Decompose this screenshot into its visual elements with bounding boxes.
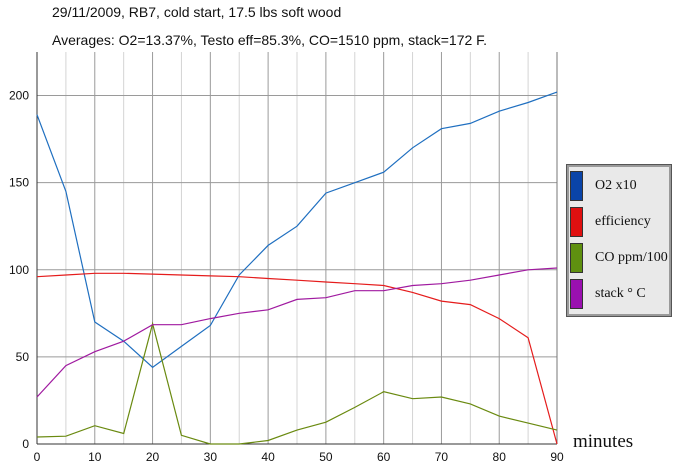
chart-title-line-1: 29/11/2009, RB7, cold start, 17.5 lbs so… xyxy=(52,4,342,20)
x-tick-label: 70 xyxy=(435,450,449,464)
legend-item-co: CO ppm/100 xyxy=(570,241,668,275)
x-tick-label: 30 xyxy=(204,450,218,464)
legend-swatch-co xyxy=(570,243,583,273)
y-tick-label: 100 xyxy=(9,263,29,277)
x-tick-label: 60 xyxy=(377,450,391,464)
x-tick-label: 90 xyxy=(550,450,564,464)
x-tick-label: 20 xyxy=(146,450,160,464)
legend-item-stack: stack ° C xyxy=(570,277,646,311)
y-tick-label: 0 xyxy=(22,437,29,451)
legend-label-co: CO ppm/100 xyxy=(595,250,668,265)
x-tick-label: 80 xyxy=(493,450,507,464)
series-line-efficiency xyxy=(36,272,558,445)
x-axis-label: minutes xyxy=(573,431,634,452)
legend-swatch-efficiency xyxy=(570,207,583,237)
x-tick-label: 10 xyxy=(88,450,102,464)
legend-item-o2: O2 x10 xyxy=(570,169,637,203)
chart-legend: O2 x10 efficiency CO ppm/100 stack ° C xyxy=(566,164,672,317)
legend-label-efficiency: efficiency xyxy=(595,214,651,229)
series-line-co xyxy=(36,321,558,445)
legend-item-efficiency: efficiency xyxy=(570,205,651,239)
series-line-stack xyxy=(36,267,558,398)
x-tick-label: 50 xyxy=(319,450,333,464)
x-tick-label: 40 xyxy=(261,450,275,464)
y-tick-label: 200 xyxy=(9,89,29,103)
y-tick-label: 50 xyxy=(16,350,30,364)
legend-label-o2: O2 x10 xyxy=(595,178,637,193)
legend-label-stack: stack ° C xyxy=(595,286,646,301)
chart-title-line-2: Averages: O2=13.37%, Testo eff=85.3%, CO… xyxy=(52,32,488,48)
y-tick-label: 150 xyxy=(9,176,29,190)
legend-swatch-stack xyxy=(570,279,583,309)
legend-swatch-o2 xyxy=(570,171,583,201)
x-tick-label: 0 xyxy=(34,450,41,464)
